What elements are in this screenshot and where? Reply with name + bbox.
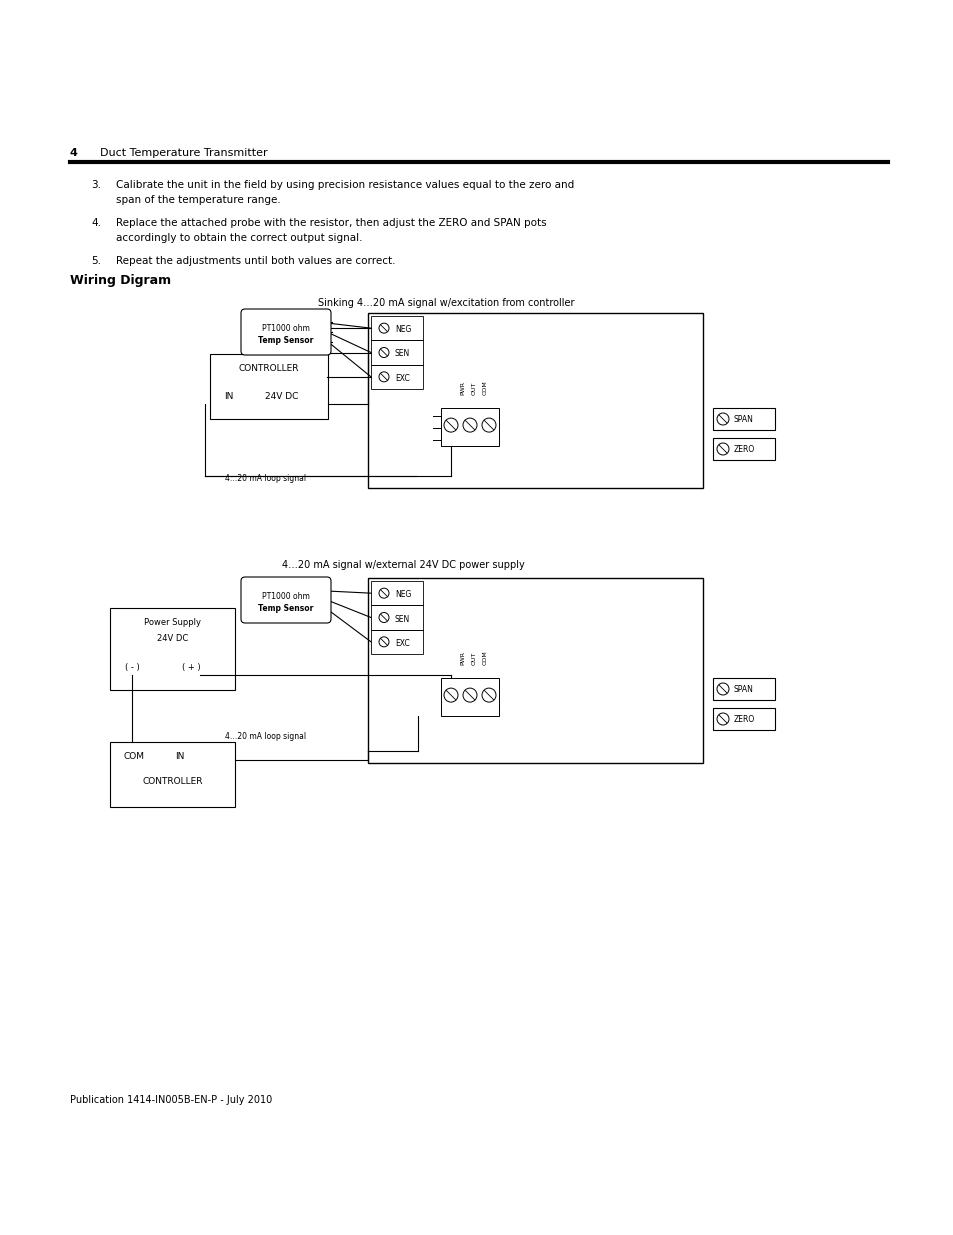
Text: COM: COM [482,651,487,666]
Text: COM: COM [124,752,145,761]
Text: IN: IN [174,752,184,761]
FancyBboxPatch shape [241,577,331,622]
Bar [440,408,498,446]
Bar [712,678,774,700]
Text: IN: IN [224,391,233,401]
Text: 4…20 mA loop signal: 4…20 mA loop signal [225,732,306,741]
Bar [371,605,422,630]
Text: span of the temperature range.: span of the temperature range. [116,195,280,205]
Text: ZERO: ZERO [733,445,755,454]
Text: NEG: NEG [395,590,411,599]
Text: EXC: EXC [395,374,410,383]
Text: CONTROLLER: CONTROLLER [142,777,203,785]
Bar [371,316,422,341]
Text: 4.: 4. [91,219,101,228]
Bar [368,578,702,763]
Text: OUT: OUT [471,651,476,664]
Bar [712,408,774,430]
Text: ZERO: ZERO [733,715,755,724]
Text: Duct Temperature Transmitter: Duct Temperature Transmitter [100,148,268,158]
Text: PT1000 ohm: PT1000 ohm [262,592,310,601]
Bar [368,312,702,488]
Text: PWR: PWR [460,651,465,664]
FancyBboxPatch shape [241,309,331,354]
Text: OUT: OUT [471,382,476,395]
Text: Replace the attached probe with the resistor, then adjust the ZERO and SPAN pots: Replace the attached probe with the resi… [116,219,546,228]
Text: ( - ): ( - ) [125,663,139,672]
Bar [371,580,422,605]
Text: PT1000 ohm: PT1000 ohm [262,324,310,333]
Text: Repeat the adjustments until both values are correct.: Repeat the adjustments until both values… [116,256,395,266]
Bar [210,354,328,419]
Text: Power Supply: Power Supply [144,618,201,627]
Text: SPAN: SPAN [733,415,753,424]
Bar [712,708,774,730]
Text: accordingly to obtain the correct output signal.: accordingly to obtain the correct output… [116,233,362,243]
Text: SEN: SEN [395,615,410,624]
Text: Temp Sensor: Temp Sensor [258,336,314,345]
Bar [110,742,234,806]
Text: 5.: 5. [91,256,101,266]
Text: Temp Sensor: Temp Sensor [258,604,314,613]
Text: CONTROLLER: CONTROLLER [238,364,299,373]
Bar [440,678,498,716]
Text: 3.: 3. [91,180,101,190]
Text: 24V DC: 24V DC [265,391,298,401]
Text: SPAN: SPAN [733,685,753,694]
Bar [371,341,422,364]
Bar [110,608,234,690]
Text: 4…20 mA loop signal: 4…20 mA loop signal [225,474,306,483]
Text: Publication 1414-IN005B-EN-P - July 2010: Publication 1414-IN005B-EN-P - July 2010 [70,1095,272,1105]
Text: NEG: NEG [395,325,411,335]
Text: SEN: SEN [395,350,410,358]
Text: Wiring Digram: Wiring Digram [70,274,171,287]
Bar [371,630,422,655]
Text: 24V DC: 24V DC [156,634,188,643]
Bar [712,438,774,459]
Text: Calibrate the unit in the field by using precision resistance values equal to th: Calibrate the unit in the field by using… [116,180,574,190]
Bar [371,364,422,389]
Text: Sinking 4…20 mA signal w/excitation from controller: Sinking 4…20 mA signal w/excitation from… [317,298,574,308]
Text: 4: 4 [70,148,78,158]
Text: PWR: PWR [460,382,465,395]
Text: COM: COM [482,380,487,395]
Text: EXC: EXC [395,638,410,648]
Text: 4…20 mA signal w/external 24V DC power supply: 4…20 mA signal w/external 24V DC power s… [282,559,524,571]
Text: ( + ): ( + ) [182,663,200,672]
